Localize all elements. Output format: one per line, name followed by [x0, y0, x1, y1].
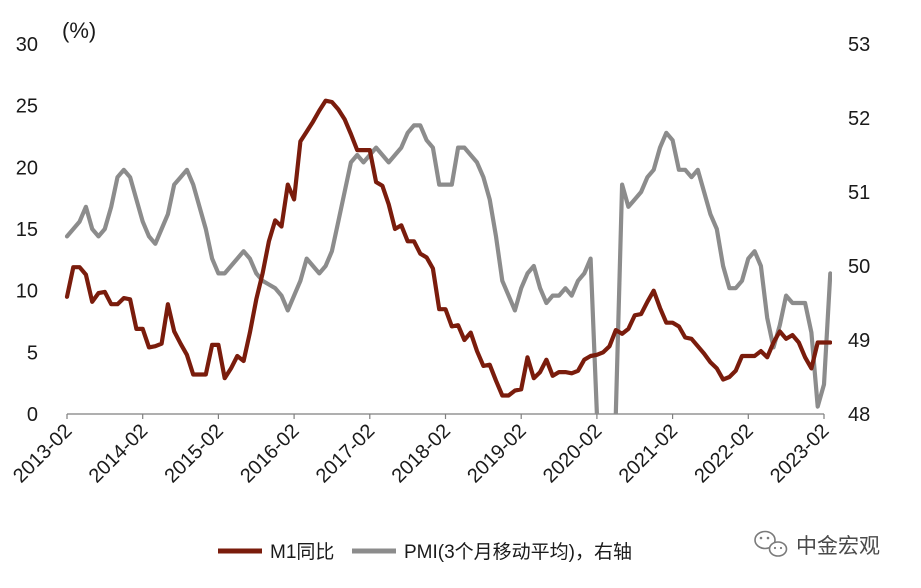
series-line-pmi	[64, 123, 832, 414]
x-tick-label: 2014-02	[85, 420, 152, 487]
x-tick-label: 2020-02	[539, 420, 606, 487]
left-tick-label: 20	[16, 157, 38, 179]
right-tick-label: 51	[848, 182, 870, 204]
right-tick-label: 52	[848, 108, 870, 130]
wechat-icon	[754, 530, 788, 557]
right-tick-label: 49	[848, 330, 870, 352]
left-axis-ticks: 0 5 10 15 20 25 30	[16, 34, 38, 426]
left-tick-label: 15	[16, 219, 38, 241]
x-tick-label: 2018-02	[388, 420, 455, 487]
left-tick-label: 0	[27, 404, 38, 426]
right-tick-label: 50	[848, 256, 870, 278]
series-layer	[64, 98, 832, 414]
legend-label-pmi: PMI(3个月移动平均)，右轴	[404, 541, 632, 563]
left-tick-label: 25	[16, 96, 38, 118]
x-axis-ticks: 2013-02 2014-02 2015-02 2016-02 2017-02 2018-…	[9, 414, 834, 487]
right-axis-ticks: 48 49 50 51 52 53	[848, 34, 870, 426]
right-tick-label: 53	[848, 34, 870, 56]
x-tick-label: 2019-02	[463, 420, 530, 487]
watermark: 中金宏观	[754, 530, 880, 558]
unit-label: (%)	[62, 18, 96, 43]
x-tick-label: 2016-02	[236, 420, 303, 487]
x-tick-label: 2013-02	[9, 420, 76, 487]
legend-label-m1: M1同比	[270, 541, 334, 563]
x-tick-label: 2022-02	[690, 420, 757, 487]
x-tick-label: 2021-02	[615, 420, 682, 487]
x-tick-label: 2023-02	[766, 420, 833, 487]
left-tick-label: 5	[27, 342, 38, 364]
legend: M1同比 PMI(3个月移动平均)，右轴	[218, 541, 632, 563]
watermark-text: 中金宏观	[796, 535, 880, 558]
right-tick-label: 48	[848, 404, 870, 426]
left-tick-label: 30	[16, 34, 38, 56]
left-tick-label: 10	[16, 281, 38, 303]
series-line-m1	[64, 98, 832, 398]
x-tick-label: 2017-02	[312, 420, 379, 487]
x-tick-label: 2015-02	[160, 420, 227, 487]
